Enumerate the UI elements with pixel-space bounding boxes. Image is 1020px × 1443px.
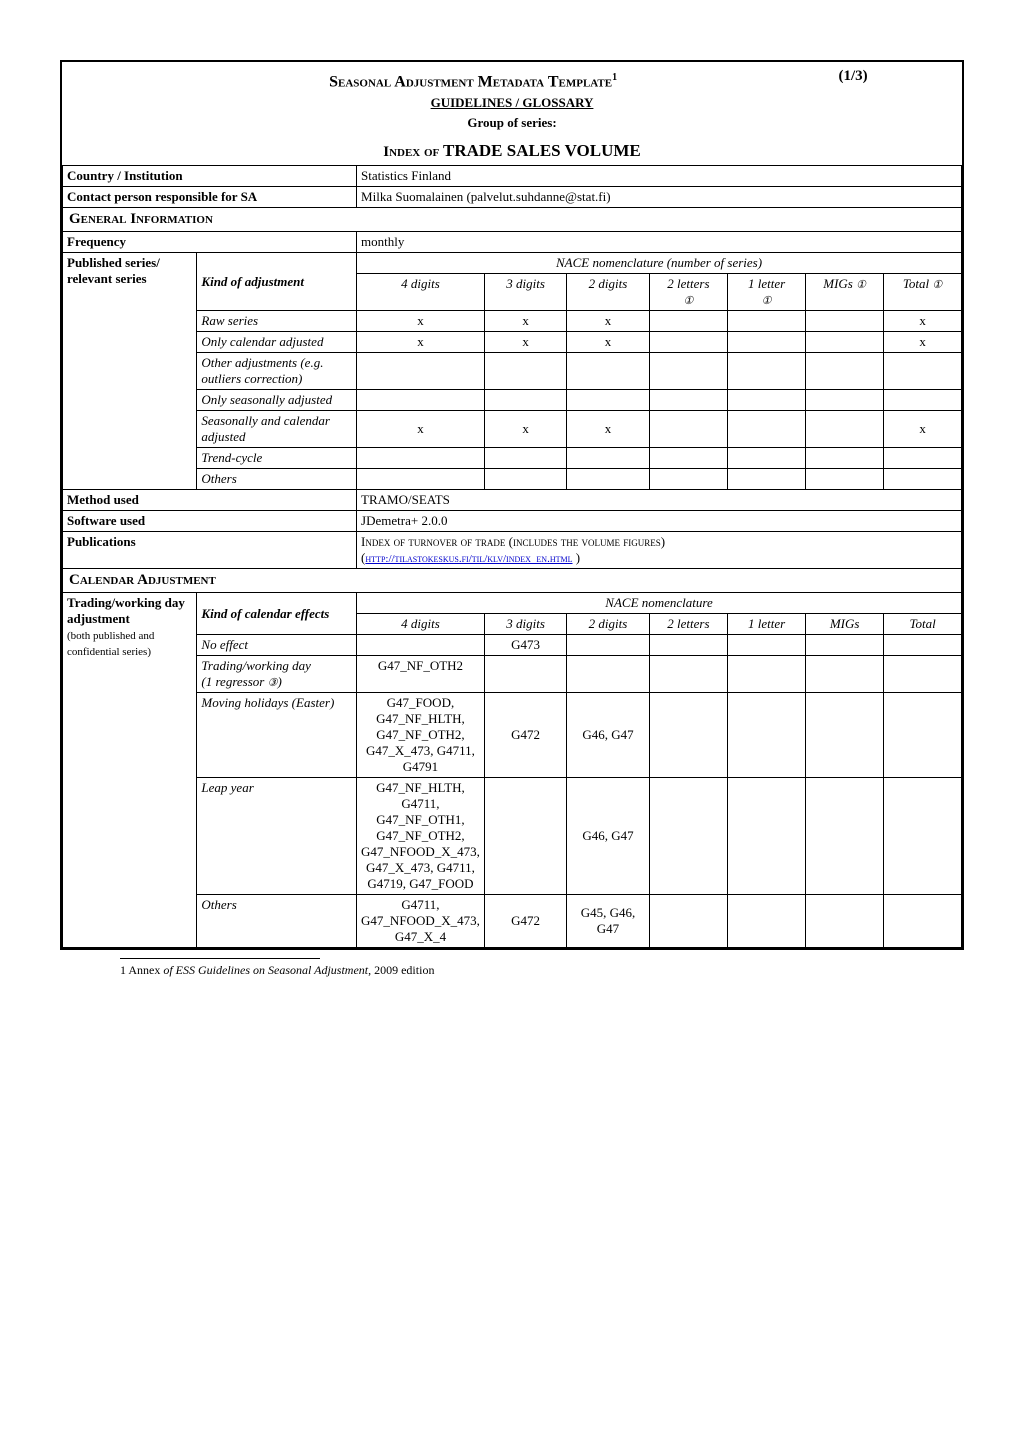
publications-text: Index of turnover of trade (includes the… — [361, 534, 665, 549]
table-row: Other adjustments (e.g. outliers correct… — [63, 353, 962, 390]
method-value: TRAMO/SEATS — [357, 490, 962, 511]
table-row: Trading/working day(1 regressor ③) G47_N… — [63, 656, 962, 693]
col-migs-2: MIGs — [806, 614, 884, 635]
nace-header-1: NACE nomenclature (number of series) — [357, 253, 962, 274]
kind-of-calendar-header: Kind of calendar effects — [197, 593, 357, 635]
frequency-row: Frequency monthly — [63, 232, 962, 253]
title-row: Seasonal Adjustment Metadata Template1 (… — [63, 62, 962, 93]
page-container: Seasonal Adjustment Metadata Template1 (… — [60, 60, 964, 950]
contact-label: Contact person responsible for SA — [63, 187, 357, 208]
guidelines-link[interactable]: GUIDELINES / GLOSSARY — [431, 95, 594, 110]
calendar-header-row: Trading/working day adjustment (both pub… — [63, 593, 962, 614]
col-3digits-2: 3 digits — [484, 614, 566, 635]
software-row: Software used JDemetra+ 2.0.0 — [63, 511, 962, 532]
footnote-prefix: Annex — [126, 963, 163, 977]
published-header-row: Published series/ relevant series Kind o… — [63, 253, 962, 274]
table-row: Only calendar adjusted x x x x — [63, 332, 962, 353]
section-general-info: General Information — [63, 208, 962, 232]
kind-of-adjustment-header: Kind of adjustment — [197, 253, 357, 311]
col-3digits: 3 digits — [484, 274, 566, 311]
guidelines-row: GUIDELINES / GLOSSARY — [63, 93, 962, 113]
method-label: Method used — [63, 490, 357, 511]
col-4digits: 4 digits — [357, 274, 485, 311]
col-2letters: 2 letters① — [649, 274, 728, 311]
index-row: Index of TRADE SALES VOLUME — [63, 133, 962, 166]
table-row: Only seasonally adjusted — [63, 390, 962, 411]
main-table: Seasonal Adjustment Metadata Template1 (… — [62, 62, 962, 948]
publications-link[interactable]: http://tilastokeskus.fi/til/klv/index_en… — [365, 553, 572, 565]
title-sup: 1 — [612, 72, 617, 83]
footnote: 1 Annex of ESS Guidelines on Seasonal Ad… — [120, 963, 960, 978]
table-row: Seasonally and calendar adjusted x x x x — [63, 411, 962, 448]
footnote-suffix: , 2009 edition — [368, 963, 434, 977]
frequency-value: monthly — [357, 232, 962, 253]
publications-value: Index of turnover of trade (includes the… — [357, 532, 962, 569]
software-value: JDemetra+ 2.0.0 — [357, 511, 962, 532]
index-prefix: Index of — [383, 144, 443, 160]
index-bold: TRADE SALES VOLUME — [443, 141, 641, 160]
trading-working-day-label: Trading/working day(1 regressor — [201, 658, 310, 689]
nace-header-2: NACE nomenclature — [357, 593, 962, 614]
doc-title: Seasonal Adjustment Metadata Template — [329, 73, 612, 90]
table-row: Moving holidays (Easter) G47_FOOD, G47_N… — [63, 693, 962, 778]
country-row: Country / Institution Statistics Finland — [63, 166, 962, 187]
country-value: Statistics Finland — [357, 166, 962, 187]
col-total-2: Total — [884, 614, 962, 635]
col-2letters-2: 2 letters — [649, 614, 728, 635]
trading-label: Trading/working day adjustment (both pub… — [63, 593, 197, 948]
method-row: Method used TRAMO/SEATS — [63, 490, 962, 511]
publications-label: Publications — [63, 532, 357, 569]
footnote-italic: of ESS Guidelines on Seasonal Adjustment — [163, 963, 368, 977]
col-migs: MIGs ① — [806, 274, 884, 311]
software-label: Software used — [63, 511, 357, 532]
col-1letter-2: 1 letter — [728, 614, 806, 635]
table-row: Leap year G47_NF_HLTH, G4711, G47_NF_OTH… — [63, 778, 962, 895]
table-row: No effect G473 — [63, 635, 962, 656]
table-row: Raw series x x x x — [63, 311, 962, 332]
group-row: Group of series: — [63, 113, 962, 133]
section-calendar: Calendar Adjustment — [63, 569, 962, 593]
col-2digits: 2 digits — [567, 274, 649, 311]
page-indicator: (1/3) — [839, 68, 878, 85]
published-label: Published series/ relevant series — [63, 253, 197, 490]
contact-value: Milka Suomalainen (palvelut.suhdanne@sta… — [357, 187, 962, 208]
table-row: Others — [63, 469, 962, 490]
publications-row: Publications Index of turnover of trade … — [63, 532, 962, 569]
col-total: Total ① — [884, 274, 962, 311]
col-2digits-2: 2 digits — [567, 614, 649, 635]
country-label: Country / Institution — [63, 166, 357, 187]
col-1letter: 1 letter① — [728, 274, 806, 311]
table-row: Others G4711, G47_NFOOD_X_473, G47_X_4 G… — [63, 895, 962, 948]
col-4digits-2: 4 digits — [357, 614, 485, 635]
contact-row: Contact person responsible for SA Milka … — [63, 187, 962, 208]
frequency-label: Frequency — [63, 232, 357, 253]
table-row: Trend-cycle — [63, 448, 962, 469]
footnote-separator — [120, 958, 320, 959]
